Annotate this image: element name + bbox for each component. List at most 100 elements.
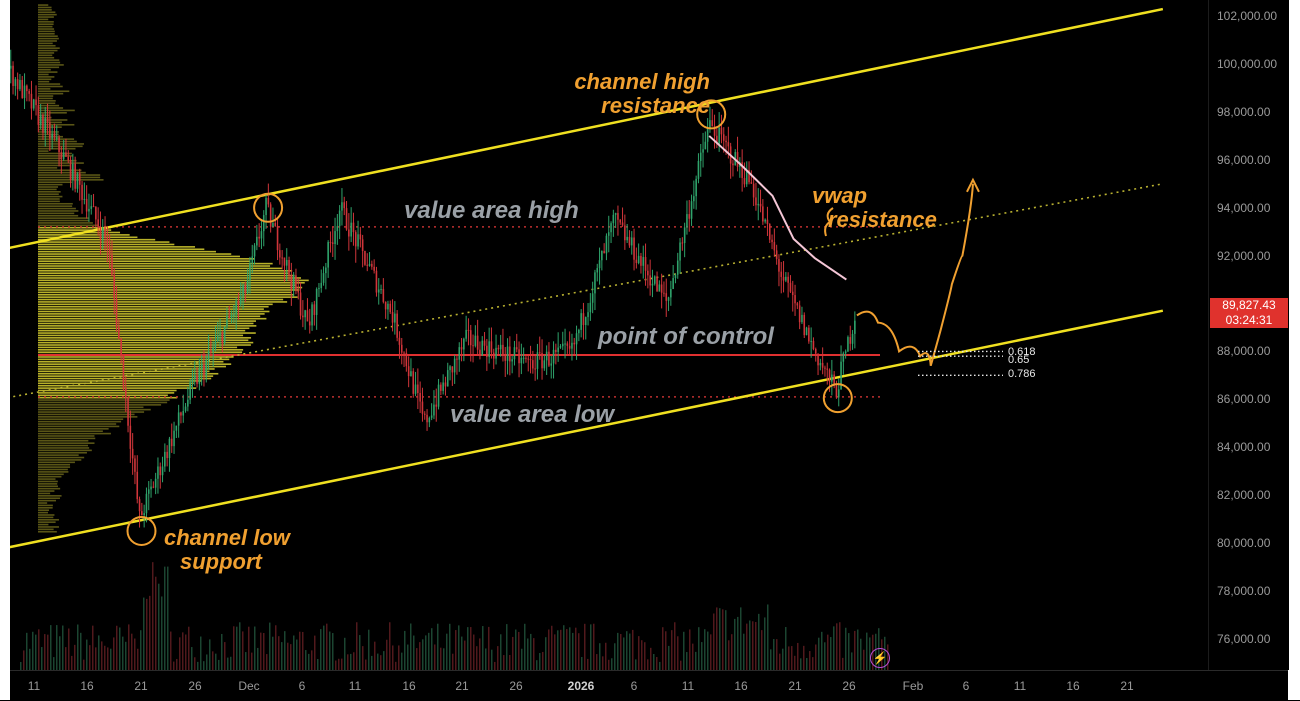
- volume-bar: [620, 633, 622, 670]
- candle-body: [306, 310, 309, 322]
- volume-bar: [692, 643, 694, 670]
- candle-body: [336, 226, 339, 232]
- candle-body: [534, 368, 536, 370]
- volume-profile-bar: [38, 339, 249, 342]
- volume-profile-bar: [38, 155, 73, 157]
- lightning-bolt-icon[interactable]: ⚡: [870, 648, 890, 668]
- chart-canvas[interactable]: [10, 0, 1208, 670]
- candle-body: [499, 344, 502, 350]
- volume-bar: [626, 631, 628, 670]
- candle-body: [849, 337, 852, 344]
- volume-bar: [320, 629, 322, 670]
- candle-body: [803, 314, 806, 336]
- candle-body: [262, 215, 265, 232]
- volume-bar: [278, 636, 280, 670]
- volume-bar: [638, 636, 640, 670]
- volume-bar: [467, 627, 469, 670]
- volume-profile-bar: [38, 459, 82, 461]
- volume-bar: [41, 647, 43, 670]
- candle-body: [584, 317, 587, 326]
- volume-bar: [383, 651, 385, 670]
- volume-bar: [716, 607, 718, 670]
- candle-body: [695, 178, 697, 197]
- volume-profile-bar: [38, 253, 232, 255]
- volume-profile-bar: [38, 521, 56, 523]
- volume-profile-bar: [38, 442, 95, 444]
- volume-profile-bar: [38, 387, 197, 389]
- volume-bar: [824, 642, 826, 670]
- candle-body: [53, 133, 56, 138]
- volume-profile-bar: [38, 327, 250, 330]
- volume-bar: [659, 661, 661, 670]
- volume-profile-bar: [38, 234, 130, 236]
- candle-body: [647, 270, 649, 276]
- volume-profile-bar: [38, 16, 54, 18]
- candle-body: [249, 263, 251, 281]
- volume-bar: [479, 638, 481, 670]
- volume-bar: [836, 623, 838, 670]
- volume-profile-bar: [38, 80, 50, 83]
- volume-bar: [575, 627, 577, 670]
- volume-profile-bar: [38, 44, 56, 47]
- candle-body: [771, 239, 773, 243]
- candle-body: [819, 362, 822, 366]
- candle-body: [706, 127, 709, 142]
- volume-profile-bar: [38, 186, 59, 188]
- candle-body: [693, 196, 695, 202]
- volume-profile-bar: [38, 85, 63, 88]
- volume-profile-bar: [38, 78, 52, 81]
- time-tick: 26: [509, 679, 523, 693]
- volume-bar: [773, 639, 775, 670]
- candle-body: [297, 290, 300, 293]
- volume-profile-bar: [38, 349, 244, 351]
- volume-profile-bar: [38, 308, 264, 310]
- time-axis[interactable]: 11 16 21 26 Dec 6 11 16 21 26 2026 6 11 16 21 26 Feb 6 11 1…: [10, 670, 1288, 701]
- candle-body: [65, 152, 67, 157]
- volume-profile-bar: [38, 56, 55, 59]
- candle-body: [798, 305, 801, 323]
- volume-profile-bar: [38, 475, 62, 478]
- candle-body: [205, 359, 208, 376]
- candle-body: [44, 118, 47, 133]
- volume-profile-bar: [38, 92, 64, 95]
- volume-profile-bar: [38, 305, 269, 308]
- volume-profile-bar: [38, 413, 135, 416]
- volume-profile-bar: [38, 54, 53, 57]
- volume-bar: [548, 629, 550, 670]
- volume-bar: [146, 598, 148, 670]
- candle-body: [725, 140, 727, 143]
- volume-bar: [284, 631, 286, 670]
- time-tick: 21: [788, 679, 802, 693]
- candle-body: [605, 235, 608, 254]
- volume-profile-bar: [38, 451, 87, 454]
- candle-body: [170, 438, 173, 447]
- volume-bar: [662, 627, 664, 670]
- volume-bar: [236, 626, 238, 670]
- candle-body: [21, 79, 24, 99]
- volume-bar: [776, 639, 778, 670]
- candle-body: [198, 369, 201, 384]
- volume-bar: [299, 631, 301, 670]
- volume-bar: [401, 652, 403, 670]
- candle-body: [60, 152, 63, 160]
- volume-profile-bar: [38, 483, 58, 485]
- price-axis[interactable]: 102,000.00 100,000.00 98,000.00 96,000.00 94…: [1208, 0, 1289, 670]
- volume-bar: [167, 566, 169, 670]
- candle-body: [520, 357, 523, 364]
- candle-body: [456, 358, 458, 360]
- candle-body: [831, 374, 833, 382]
- candle-body: [545, 351, 548, 361]
- candle-body: [108, 246, 111, 255]
- candle-body: [492, 352, 495, 359]
- price-tick: 80,000.00: [1217, 535, 1271, 550]
- volume-bar: [596, 654, 598, 670]
- volume-profile-bar: [38, 293, 295, 296]
- candle-body: [557, 347, 559, 353]
- volume-profile-bar: [38, 454, 79, 456]
- candle-body: [308, 321, 311, 326]
- candle-body: [154, 478, 157, 488]
- volume-bar: [398, 645, 400, 670]
- candle-body: [722, 134, 725, 141]
- volume-profile-bar: [38, 358, 230, 361]
- plot-area[interactable]: [10, 0, 1208, 670]
